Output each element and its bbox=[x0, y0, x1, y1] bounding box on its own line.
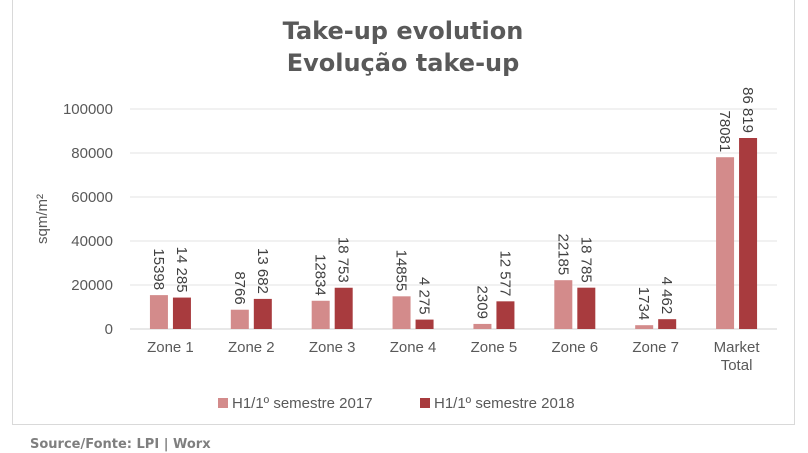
bar-2017 bbox=[473, 323, 492, 329]
category-label: Market bbox=[714, 339, 761, 356]
data-label: 12834 bbox=[312, 254, 329, 296]
bar-2017 bbox=[554, 280, 573, 329]
category-label: Zone 6 bbox=[551, 339, 598, 356]
bar-2018 bbox=[658, 319, 677, 329]
data-label: 4 462 bbox=[658, 277, 675, 315]
legend-swatch bbox=[420, 398, 430, 408]
source-note: Source/Fonte: LPI | Worx bbox=[30, 437, 211, 452]
data-label: 2309 bbox=[473, 286, 490, 319]
data-label: 14855 bbox=[393, 250, 410, 292]
chart-frame bbox=[12, 0, 795, 425]
bar-2017 bbox=[635, 325, 654, 329]
category-label: Zone 5 bbox=[471, 339, 518, 356]
data-label: 15398 bbox=[150, 248, 167, 290]
data-label: 18 785 bbox=[577, 237, 594, 283]
y-tick-label: 0 bbox=[105, 321, 113, 338]
y-tick-label: 100000 bbox=[63, 101, 113, 118]
bar-2017 bbox=[311, 300, 330, 329]
data-label: 18 753 bbox=[335, 237, 352, 283]
category-label: Zone 3 bbox=[309, 339, 356, 356]
category-label: Zone 1 bbox=[147, 339, 194, 356]
legend-swatch bbox=[218, 398, 228, 408]
data-label: 8766 bbox=[231, 271, 248, 304]
chart-title-line: Take-up evolution bbox=[283, 17, 524, 45]
y-axis-label: sqm/m² bbox=[34, 194, 51, 244]
data-label: 12 577 bbox=[496, 250, 513, 296]
y-tick-label: 20000 bbox=[71, 277, 113, 294]
bar-2018 bbox=[496, 301, 515, 329]
bar-chart: Take-up evolution Evolução take-up 0 20000 4… bbox=[34, 17, 777, 412]
data-label: 4 275 bbox=[416, 277, 433, 315]
data-label: 86 819 bbox=[739, 87, 756, 133]
bar-2017 bbox=[149, 295, 168, 329]
bar-2018 bbox=[739, 137, 758, 329]
data-label: 1734 bbox=[635, 287, 652, 320]
bar-2018 bbox=[172, 297, 191, 329]
bar-2018 bbox=[577, 287, 596, 329]
bar-2018 bbox=[253, 298, 272, 329]
bar-2017 bbox=[230, 309, 249, 329]
data-label: 13 682 bbox=[254, 248, 271, 294]
bar-2017 bbox=[392, 296, 411, 329]
bar-2018 bbox=[415, 319, 434, 329]
legend-label: H1/1º semestre 2017 bbox=[232, 395, 373, 412]
category-label: Total bbox=[721, 357, 753, 374]
category-label: Zone 2 bbox=[228, 339, 275, 356]
legend-label: H1/1º semestre 2018 bbox=[434, 395, 575, 412]
data-label: 14 285 bbox=[173, 247, 190, 293]
category-label: Zone 4 bbox=[390, 339, 437, 356]
bar-2017 bbox=[716, 157, 735, 329]
category-label: Zone 7 bbox=[632, 339, 679, 356]
chart-title-line: Evolução take-up bbox=[287, 49, 520, 77]
y-tick-label: 60000 bbox=[71, 189, 113, 206]
data-label: 78081 bbox=[716, 111, 733, 153]
data-label: 22185 bbox=[554, 233, 571, 275]
bar-2018 bbox=[334, 287, 353, 329]
y-tick-label: 80000 bbox=[71, 145, 113, 162]
y-tick-label: 40000 bbox=[71, 233, 113, 250]
